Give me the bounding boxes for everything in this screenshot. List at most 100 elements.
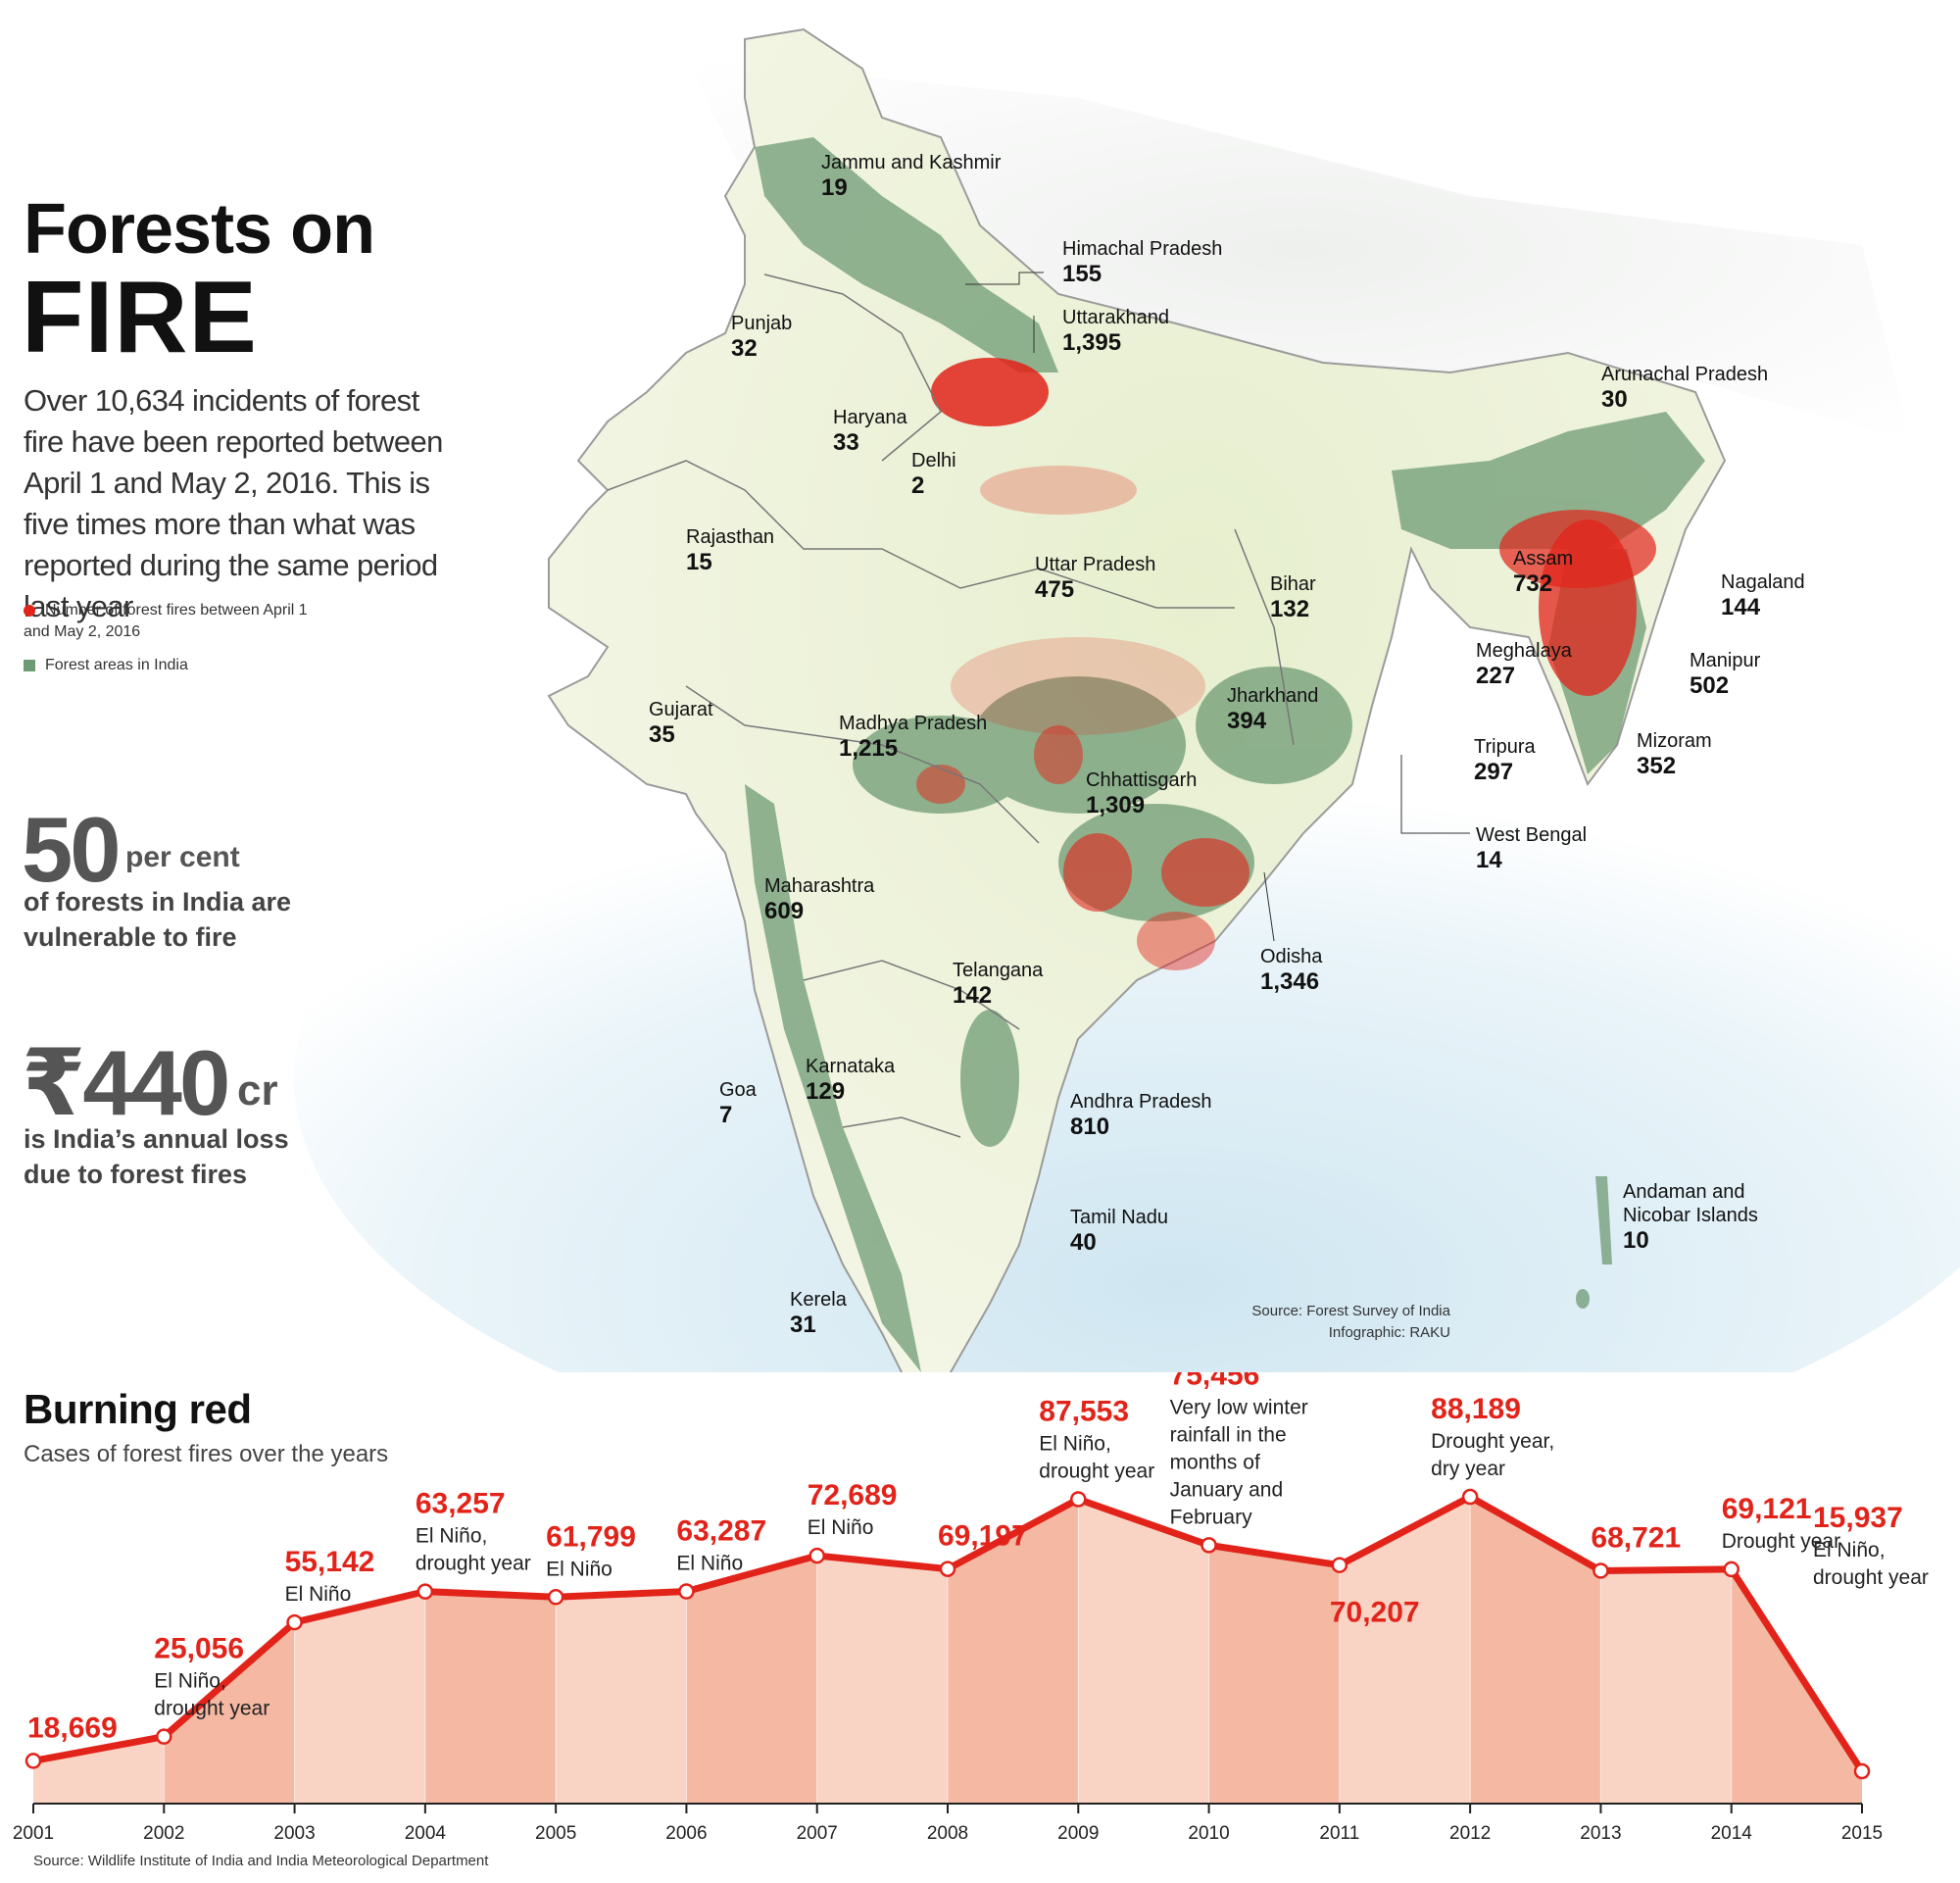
data-label: 69,121 bbox=[1722, 1493, 1812, 1525]
annotation-text: drought year bbox=[1813, 1566, 1929, 1589]
data-label: 69,197 bbox=[938, 1520, 1028, 1553]
annotation-text: El Niño bbox=[285, 1583, 352, 1606]
stat-loss-number: ₹440 bbox=[22, 1031, 230, 1134]
x-tick-label: 2015 bbox=[1841, 1823, 1883, 1844]
data-point bbox=[1592, 1562, 1609, 1579]
state-label: Nagaland 144 bbox=[1721, 571, 1805, 620]
intro-text: Over 10,634 incidents of forest fire hav… bbox=[24, 383, 443, 623]
chart-title: Burning red bbox=[24, 1386, 252, 1432]
data-point bbox=[416, 1583, 434, 1600]
state-label: Andhra Pradesh 810 bbox=[1070, 1091, 1212, 1140]
annotation-text: Drought year, bbox=[1431, 1430, 1554, 1453]
state-label: Madhya Pradesh 1,215 bbox=[839, 713, 988, 762]
annotation-text: El Niño bbox=[808, 1516, 874, 1539]
annotation-text: drought year bbox=[154, 1698, 270, 1720]
x-tick-label: 2012 bbox=[1449, 1823, 1491, 1844]
data-label: 63,287 bbox=[676, 1515, 766, 1548]
state-label: Odisha 1,346 bbox=[1260, 946, 1323, 995]
state-label: Arunachal Pradesh 30 bbox=[1601, 364, 1769, 413]
data-point bbox=[286, 1613, 303, 1631]
state-label: Uttarakhand 1,395 bbox=[1062, 307, 1169, 356]
state-label: Telangana 142 bbox=[953, 960, 1044, 1009]
data-label: 63,257 bbox=[416, 1488, 506, 1520]
state-label: Haryana 33 bbox=[833, 407, 907, 456]
data-point bbox=[1200, 1537, 1217, 1554]
stat-percent-unit: per cent bbox=[125, 841, 240, 873]
state-label: Kerela 31 bbox=[790, 1289, 847, 1338]
area-band bbox=[424, 1591, 557, 1804]
data-point bbox=[1461, 1488, 1479, 1506]
area-band bbox=[1470, 1497, 1601, 1804]
page-title-line1: Forests on bbox=[24, 190, 375, 269]
annotation-text: drought year bbox=[1039, 1460, 1154, 1482]
x-tick-label: 2010 bbox=[1188, 1823, 1229, 1844]
area-band bbox=[686, 1556, 817, 1804]
data-point bbox=[1331, 1557, 1348, 1573]
data-point bbox=[1070, 1491, 1087, 1508]
state-label: Manipur 502 bbox=[1690, 650, 1761, 699]
chart-subtitle: Cases of forest fires over the years bbox=[24, 1441, 389, 1467]
area-band bbox=[1339, 1497, 1471, 1804]
area-band bbox=[164, 1622, 295, 1804]
india-map bbox=[294, 27, 1960, 1372]
legend-forests-label: Forest areas in India bbox=[45, 657, 188, 673]
data-point bbox=[1723, 1561, 1740, 1578]
x-tick-label: 2008 bbox=[927, 1823, 968, 1844]
stat-percent-text: of forests in India are vulnerable to fi… bbox=[24, 887, 292, 952]
state-label: Gujarat 35 bbox=[649, 699, 713, 748]
data-label: 72,689 bbox=[808, 1479, 898, 1511]
data-point bbox=[547, 1589, 564, 1606]
leader-lines bbox=[965, 272, 1470, 942]
green-square-icon bbox=[24, 659, 35, 671]
state-borders bbox=[607, 273, 1295, 1138]
annotation-text: February bbox=[1170, 1506, 1253, 1528]
data-label: 68,721 bbox=[1591, 1521, 1681, 1554]
state-label: Delhi 2 bbox=[911, 450, 956, 499]
state-label: West Bengal 14 bbox=[1476, 824, 1588, 873]
state-label: Goa 7 bbox=[719, 1079, 757, 1128]
data-label: 87,553 bbox=[1039, 1395, 1129, 1427]
x-tick-label: 2014 bbox=[1711, 1823, 1753, 1844]
data-label: 25,056 bbox=[154, 1633, 244, 1665]
state-label: Punjab 32 bbox=[731, 313, 793, 362]
chart-source: Source: Wildlife Institute of India and … bbox=[33, 1853, 489, 1869]
legend-forests: Forest areas in India bbox=[24, 655, 188, 676]
annotation-text: drought year bbox=[416, 1553, 531, 1575]
data-point bbox=[156, 1728, 172, 1745]
data-label: 70,207 bbox=[1330, 1597, 1420, 1629]
state-label: Tripura 297 bbox=[1474, 736, 1536, 785]
state-label: Karnataka 129 bbox=[806, 1056, 896, 1105]
data-point bbox=[24, 1753, 42, 1769]
x-tick-label: 2013 bbox=[1580, 1823, 1621, 1844]
x-tick-label: 2007 bbox=[797, 1823, 838, 1844]
x-tick-label: 2001 bbox=[13, 1823, 54, 1844]
fires-area-chart: 2001 2002 2003 2004 2005 2006 2007 2008 2009 2010… bbox=[13, 1372, 1929, 1844]
area-band bbox=[1208, 1545, 1340, 1804]
annotation-text: El Niño, bbox=[154, 1670, 226, 1693]
legend-fires: Number of forest fires between April 1 a… bbox=[24, 600, 337, 643]
x-tick-label: 2011 bbox=[1319, 1823, 1359, 1844]
state-label: Andaman and Nicobar Islands 10 bbox=[1623, 1181, 1758, 1254]
legend-fires-label: Number of forest fires between April 1 a… bbox=[24, 602, 308, 640]
state-label: Jharkhand 394 bbox=[1227, 685, 1319, 734]
annotation-text: El Niño bbox=[676, 1553, 743, 1575]
data-label: 88,189 bbox=[1431, 1393, 1521, 1425]
area-band bbox=[294, 1591, 425, 1804]
data-label: 61,799 bbox=[546, 1520, 636, 1553]
annotation-text: rainfall in the bbox=[1170, 1423, 1287, 1446]
stat-loss-unit: cr bbox=[237, 1066, 278, 1115]
stat-loss-text: is India’s annual loss due to forest fir… bbox=[24, 1124, 289, 1189]
area-band bbox=[556, 1591, 687, 1804]
state-label: Bihar 132 bbox=[1270, 573, 1316, 622]
state-label: Meghalaya 227 bbox=[1476, 640, 1572, 689]
area-band bbox=[1731, 1568, 1862, 1804]
state-label: Rajasthan 15 bbox=[686, 526, 775, 575]
annotation-text: El Niño bbox=[546, 1558, 612, 1580]
annotation-text: January and bbox=[1170, 1478, 1284, 1501]
data-point bbox=[1853, 1762, 1871, 1780]
data-label: 75,456 bbox=[1170, 1372, 1260, 1391]
data-label: 15,937 bbox=[1813, 1502, 1903, 1534]
red-dot-icon bbox=[24, 604, 35, 617]
stat-percent-number: 50 bbox=[22, 798, 122, 901]
state-label: Chhattisgarh 1,309 bbox=[1086, 769, 1198, 818]
